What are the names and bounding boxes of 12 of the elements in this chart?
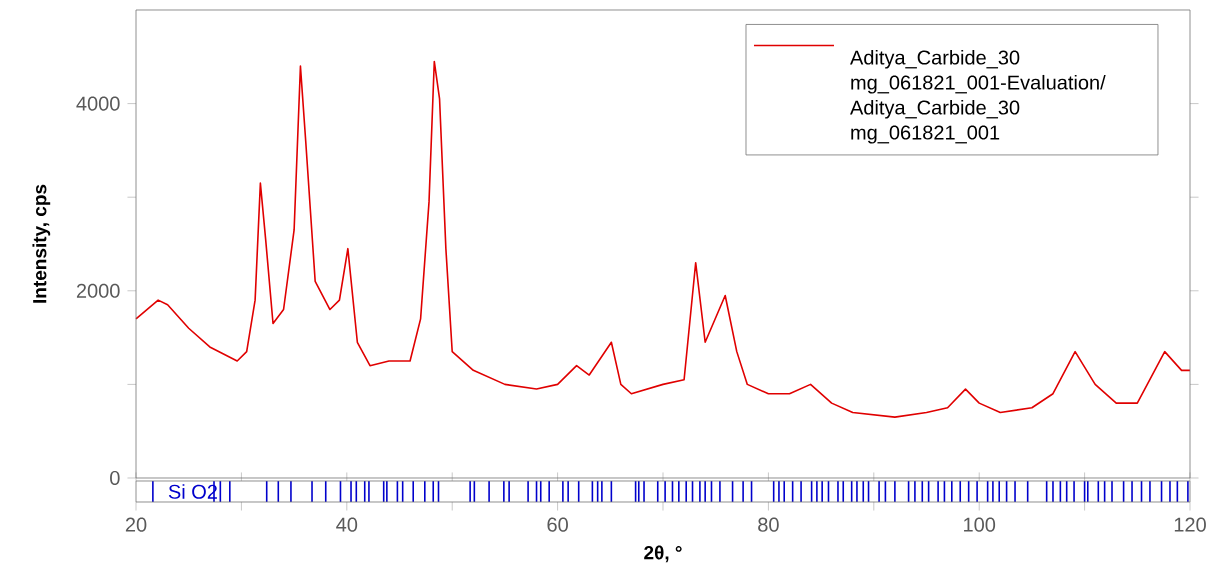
x-tick-label: 120 xyxy=(1174,517,1206,532)
x-tick-label: 20 xyxy=(125,517,147,532)
x-tick-label: 100 xyxy=(964,517,996,532)
x-tick-label: 60 xyxy=(547,517,568,532)
text: Aditya_Carbide_30 mg_061821_001-Evaluation/ Aditya_Carbide_30 mg_061821_001 xyxy=(850,49,1106,144)
x-tick-label: 80 xyxy=(758,517,779,532)
x-axis-title: 2θ, ° xyxy=(644,545,682,563)
y-axis-title: Intensity, cps xyxy=(32,184,51,303)
y-tick-label: 4000 xyxy=(76,96,120,111)
x-tick-label: 40 xyxy=(336,517,358,532)
y-tick-label: 0 xyxy=(110,470,120,486)
y-tick-label: 2000 xyxy=(76,283,120,298)
